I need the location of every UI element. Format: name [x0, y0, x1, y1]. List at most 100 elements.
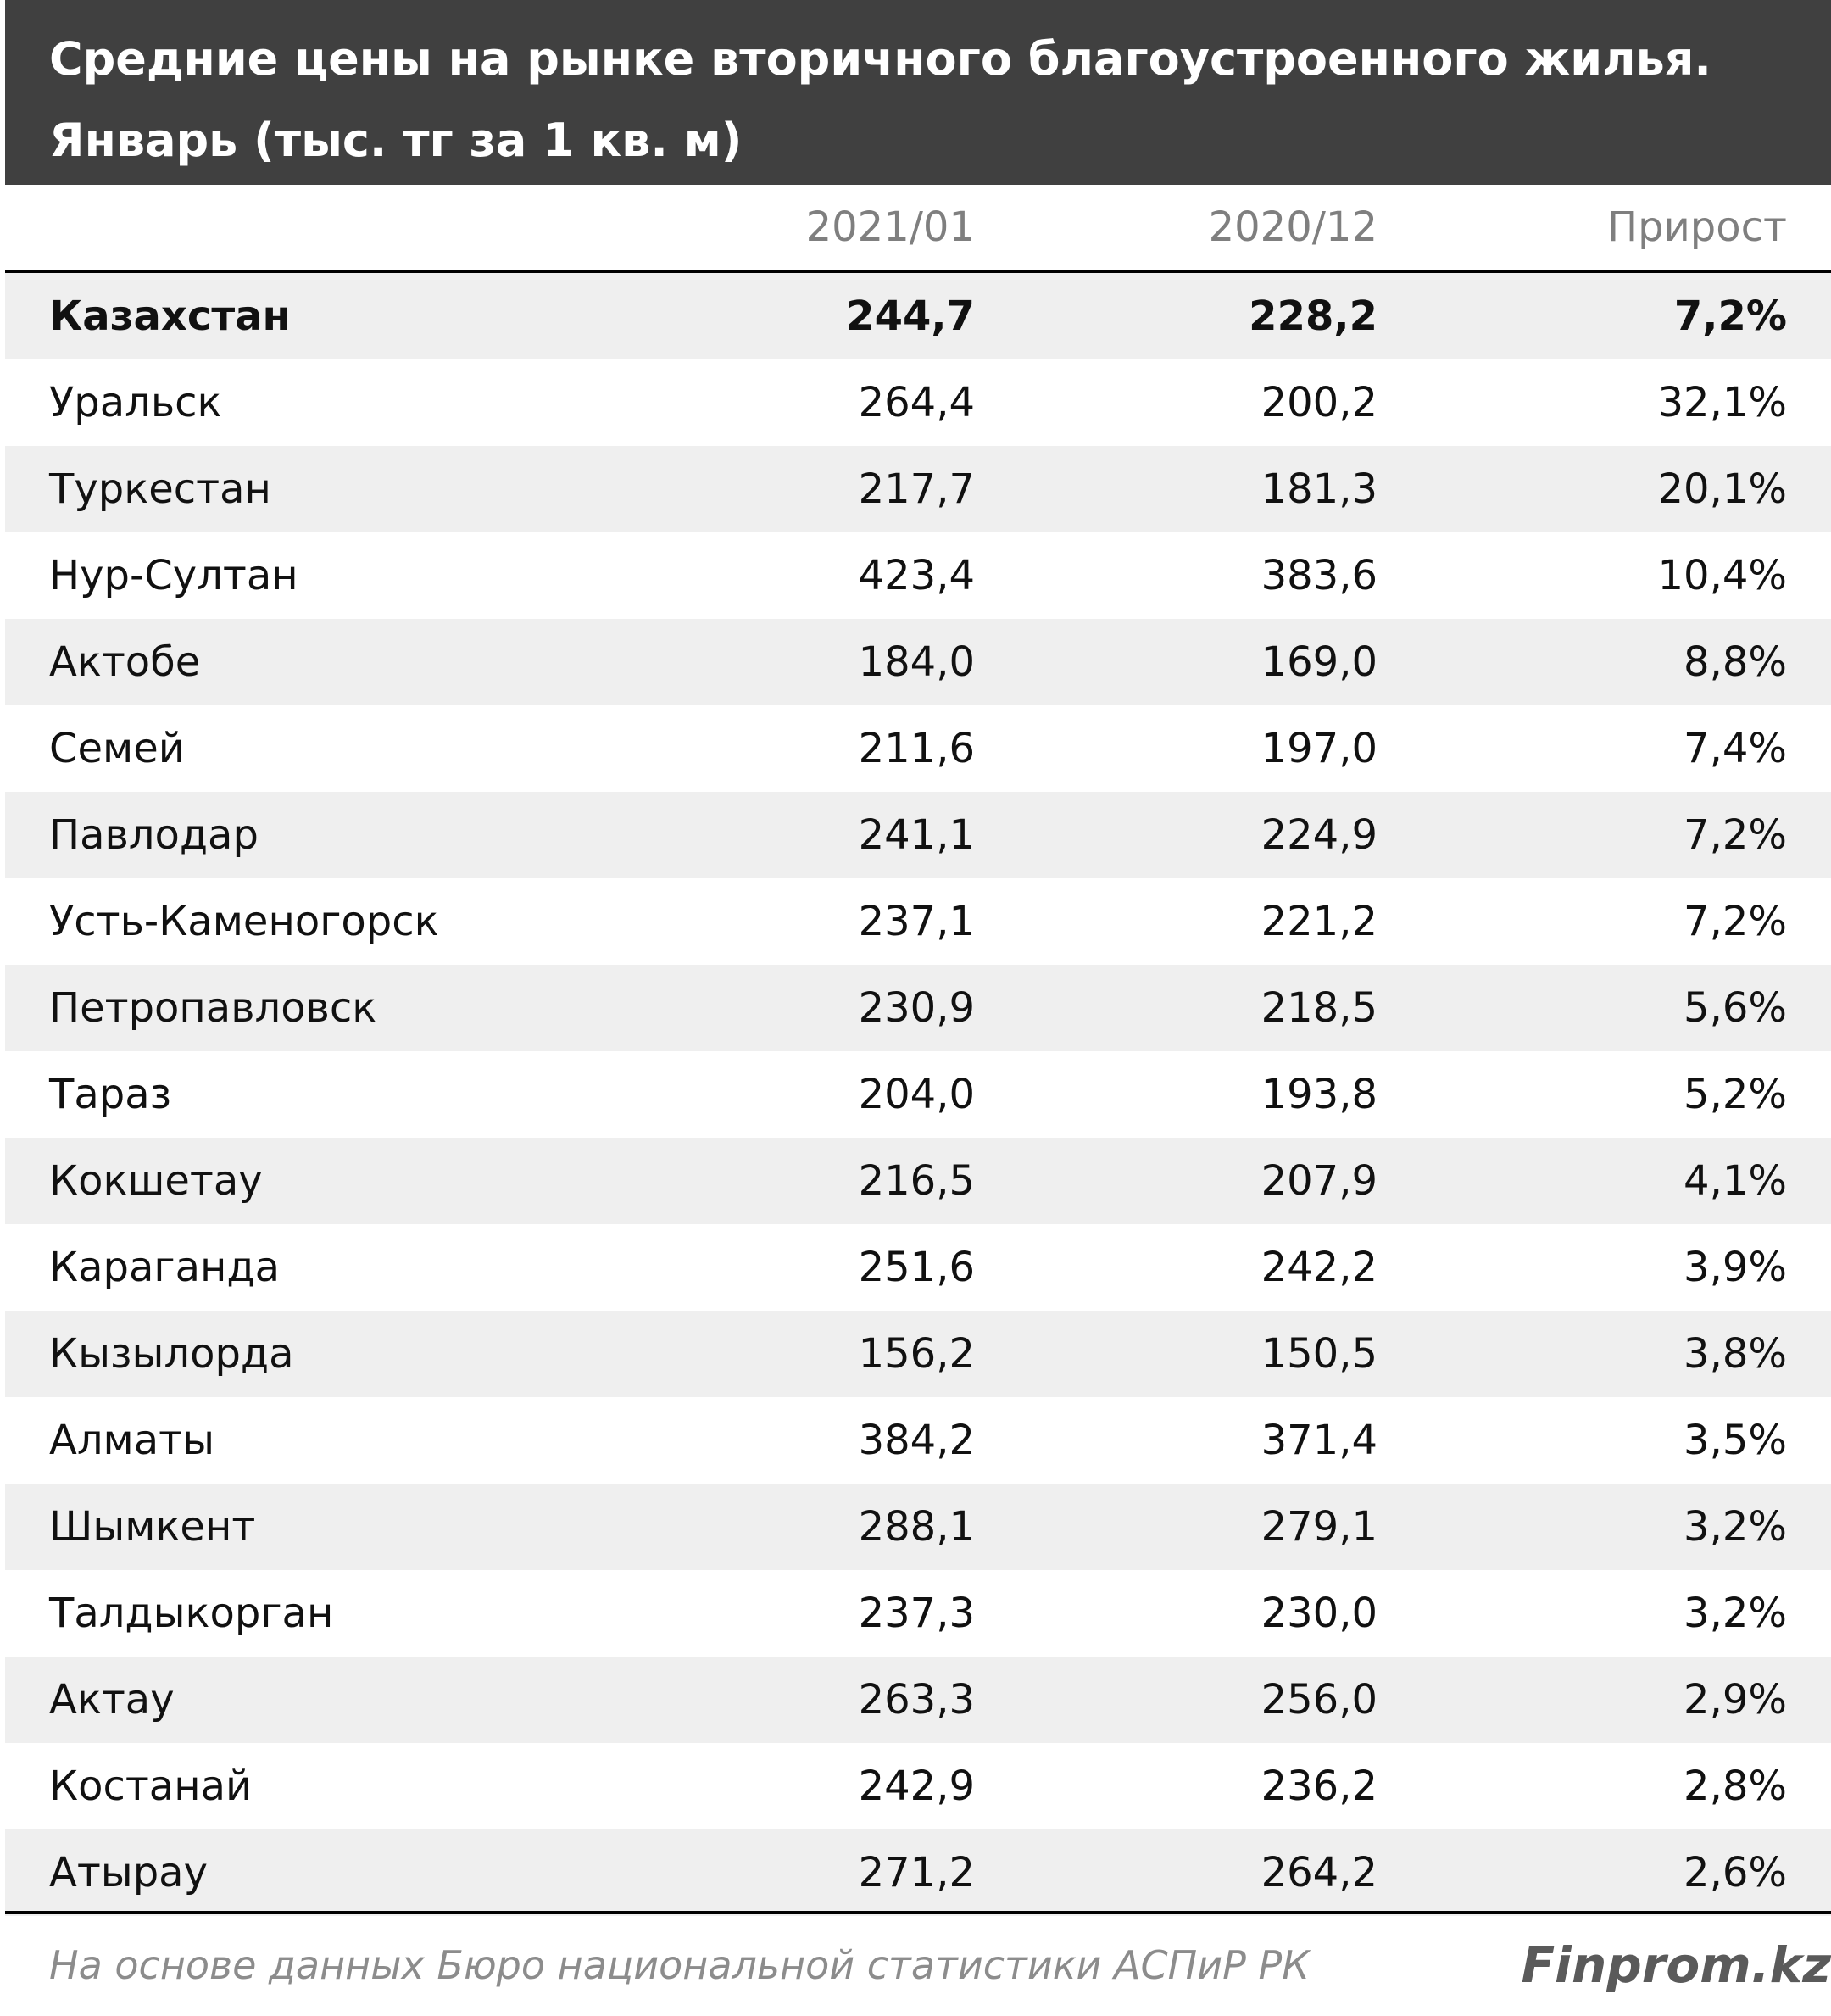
value-2020-12-cell: 256,0 [1261, 1676, 1377, 1724]
value-2021-01-cell: 263,3 [858, 1676, 975, 1724]
value-2021-01-cell: 230,9 [858, 984, 975, 1032]
growth-cell: 5,2% [1684, 1071, 1787, 1118]
value-2021-01-cell: 242,9 [858, 1763, 975, 1810]
value-2021-01-cell: 217,7 [858, 465, 975, 513]
value-2020-12-cell: 221,2 [1261, 898, 1377, 945]
city-name-cell: Актау [49, 1676, 175, 1724]
table-row: Кокшетау 216,5 207,9 4,1% [5, 1138, 1831, 1224]
value-2021-01-cell: 423,4 [858, 552, 975, 599]
value-2021-01-cell: 384,2 [858, 1417, 975, 1464]
value-2020-12-cell: 193,8 [1261, 1071, 1377, 1118]
table-row: Нур-Султан 423,4 383,6 10,4% [5, 532, 1831, 619]
growth-cell: 7,2% [1684, 898, 1787, 945]
value-2021-01-cell: 211,6 [858, 725, 975, 772]
footer: На основе данных Бюро национальной стати… [5, 1911, 1831, 2016]
value-2020-12-cell: 224,9 [1261, 811, 1377, 859]
city-name-cell: Костанай [49, 1763, 253, 1810]
growth-cell: 2,9% [1684, 1676, 1787, 1724]
value-2021-01-cell: 156,2 [858, 1330, 975, 1378]
table-row: Талдыкорган 237,3 230,0 3,2% [5, 1570, 1831, 1657]
growth-cell: 8,8% [1684, 638, 1787, 686]
table-row: Костанай 242,9 236,2 2,8% [5, 1743, 1831, 1829]
value-2021-01-cell: 216,5 [858, 1157, 975, 1205]
growth-cell: 20,1% [1657, 465, 1787, 513]
table-row: Семей 211,6 197,0 7,4% [5, 705, 1831, 792]
title-line-2: Январь (тыс. тг за 1 кв. м) [49, 114, 743, 167]
city-name-cell: Петропавловск [49, 984, 377, 1032]
value-2021-01-cell: 264,4 [858, 379, 975, 426]
table-row: Шымкент 288,1 279,1 3,2% [5, 1484, 1831, 1570]
growth-cell: 3,8% [1684, 1330, 1787, 1378]
growth-cell: 7,2% [1684, 811, 1787, 859]
city-name-cell: Кокшетау [49, 1157, 263, 1205]
city-name-cell: Шымкент [49, 1503, 256, 1551]
city-name-cell: Караганда [49, 1244, 280, 1291]
city-name-cell: Алматы [49, 1417, 214, 1464]
table-row: Алматы 384,2 371,4 3,5% [5, 1397, 1831, 1484]
value-2020-12-cell: 228,2 [1249, 292, 1377, 340]
growth-cell: 5,6% [1684, 984, 1787, 1032]
header-growth: Прирост [1607, 203, 1787, 251]
title-banner: Средние цены на рынке вторичного благоус… [5, 0, 1831, 185]
value-2021-01-cell: 244,7 [846, 292, 975, 340]
value-2021-01-cell: 288,1 [858, 1503, 975, 1551]
value-2020-12-cell: 371,4 [1261, 1417, 1377, 1464]
city-name-cell: Павлодар [49, 811, 259, 859]
table-row: Павлодар 241,1 224,9 7,2% [5, 792, 1831, 878]
table-row: Актау 263,3 256,0 2,9% [5, 1657, 1831, 1743]
value-2020-12-cell: 242,2 [1261, 1244, 1377, 1291]
source-note: На основе данных Бюро национальной стати… [49, 1942, 1310, 1988]
table-row: Актобе 184,0 169,0 8,8% [5, 619, 1831, 705]
value-2021-01-cell: 251,6 [858, 1244, 975, 1291]
growth-cell: 7,2% [1673, 292, 1787, 340]
table-row: Усть-Каменогорск 237,1 221,2 7,2% [5, 878, 1831, 965]
header-2021-01: 2021/01 [805, 203, 975, 251]
table-row: Кызылорда 156,2 150,5 3,8% [5, 1311, 1831, 1397]
city-name-cell: Семей [49, 725, 185, 772]
value-2021-01-cell: 237,1 [858, 898, 975, 945]
header-2020-12: 2020/12 [1208, 203, 1377, 251]
value-2020-12-cell: 279,1 [1261, 1503, 1377, 1551]
value-2020-12-cell: 264,2 [1261, 1849, 1377, 1896]
city-name-cell: Казахстан [49, 292, 291, 340]
value-2020-12-cell: 150,5 [1261, 1330, 1377, 1378]
city-name-cell: Уральск [49, 379, 222, 426]
growth-cell: 10,4% [1657, 552, 1787, 599]
growth-cell: 3,9% [1684, 1244, 1787, 1291]
value-2020-12-cell: 200,2 [1261, 379, 1377, 426]
growth-cell: 7,4% [1684, 725, 1787, 772]
value-2020-12-cell: 236,2 [1261, 1763, 1377, 1810]
table-header-row: 2021/01 2020/12 Прирост [5, 185, 1831, 273]
value-2020-12-cell: 197,0 [1261, 725, 1377, 772]
value-2021-01-cell: 204,0 [858, 1071, 975, 1118]
table-row: Туркестан 217,7 181,3 20,1% [5, 446, 1831, 532]
growth-cell: 2,8% [1684, 1763, 1787, 1810]
growth-cell: 32,1% [1657, 379, 1787, 426]
table-row: Уральск 264,4 200,2 32,1% [5, 359, 1831, 446]
table-body: Казахстан 244,7 228,2 7,2% Уральск 264,4 200,2… [5, 273, 1831, 1916]
table-row: Казахстан 244,7 228,2 7,2% [5, 273, 1831, 359]
city-name-cell: Нур-Султан [49, 552, 298, 599]
value-2021-01-cell: 237,3 [858, 1590, 975, 1637]
value-2021-01-cell: 241,1 [858, 811, 975, 859]
city-name-cell: Атырау [49, 1849, 208, 1896]
data-table: 2021/01 2020/12 Прирост Казахстан 244,7 22… [5, 185, 1831, 1916]
city-name-cell: Талдыкорган [49, 1590, 334, 1637]
table-row: Тараз 204,0 193,8 5,2% [5, 1051, 1831, 1138]
value-2020-12-cell: 383,6 [1261, 552, 1377, 599]
city-name-cell: Усть-Каменогорск [49, 898, 439, 945]
growth-cell: 3,5% [1684, 1417, 1787, 1464]
growth-cell: 2,6% [1684, 1849, 1787, 1896]
value-2020-12-cell: 207,9 [1261, 1157, 1377, 1205]
value-2020-12-cell: 230,0 [1261, 1590, 1377, 1637]
table-row: Караганда 251,6 242,2 3,9% [5, 1224, 1831, 1311]
city-name-cell: Кызылорда [49, 1330, 294, 1378]
city-name-cell: Туркестан [49, 465, 271, 513]
growth-cell: 4,1% [1684, 1157, 1787, 1205]
city-name-cell: Актобе [49, 638, 201, 686]
value-2021-01-cell: 184,0 [858, 638, 975, 686]
growth-cell: 3,2% [1684, 1590, 1787, 1637]
value-2021-01-cell: 271,2 [858, 1849, 975, 1896]
value-2020-12-cell: 169,0 [1261, 638, 1377, 686]
